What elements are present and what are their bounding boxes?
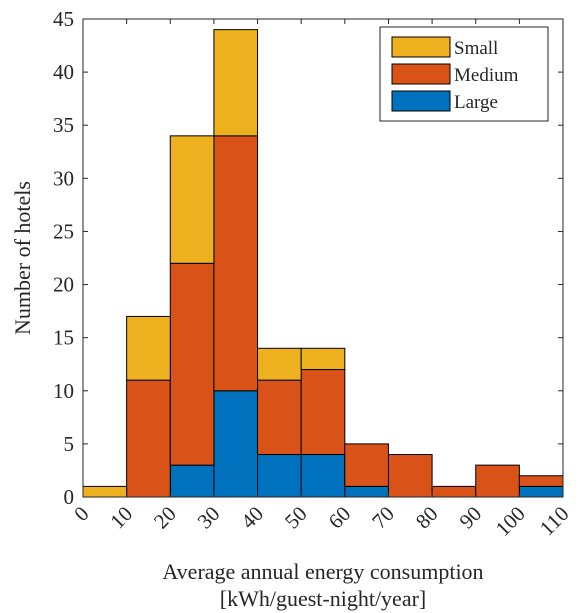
y-tick-label: 5 <box>64 432 75 456</box>
bar-medium-bin-9 <box>475 464 520 498</box>
bar-medium-bin-5 <box>300 369 346 456</box>
y-tick-label: 10 <box>53 379 74 403</box>
legend-swatch-large <box>391 90 451 112</box>
y-tick-label: 35 <box>53 113 74 137</box>
x-tick-label: 10 <box>105 502 137 534</box>
bar-small-bin-3 <box>213 29 259 137</box>
x-tick-label: 40 <box>236 502 268 534</box>
x-tick-label: 20 <box>149 502 181 534</box>
bar-large-bin-3 <box>213 390 259 498</box>
bars-group <box>82 29 564 498</box>
legend: Small Medium Large <box>379 26 549 122</box>
x-tick-label: 110 <box>535 502 574 541</box>
legend-swatch-medium <box>391 63 451 85</box>
y-axis-title: Number of hotels <box>10 181 35 335</box>
bar-small-bin-2 <box>169 135 215 264</box>
bar-small-bin-4 <box>257 347 302 381</box>
bar-medium-bin-7 <box>387 454 433 498</box>
x-axis-title-line2: [kWh/guest-night/year] <box>220 586 427 611</box>
bar-small-bin-5 <box>300 347 346 371</box>
bar-medium-bin-1 <box>126 379 171 498</box>
bar-medium-bin-4 <box>257 379 302 456</box>
y-tick-label: 15 <box>53 326 74 350</box>
x-tick-label: 30 <box>193 502 225 534</box>
x-tick-label: 80 <box>411 502 443 534</box>
bar-large-bin-2 <box>169 464 215 498</box>
y-tick-label: 20 <box>53 273 74 297</box>
legend-label-large: Large <box>454 92 498 113</box>
y-tick-label: 0 <box>64 485 75 509</box>
x-tick-label: 90 <box>454 502 486 534</box>
bar-medium-bin-2 <box>169 262 215 466</box>
bar-medium-bin-3 <box>213 135 259 392</box>
x-tick-label: 70 <box>367 502 399 534</box>
bar-medium-bin-6 <box>344 443 389 487</box>
bar-small-bin-1 <box>126 315 171 381</box>
bar-large-bin-10 <box>518 485 564 498</box>
y-tick-label: 45 <box>53 7 74 31</box>
bar-small-bin-0 <box>82 485 128 498</box>
legend-label-medium: Medium <box>454 65 519 86</box>
bar-medium-bin-10 <box>518 475 564 487</box>
x-tick-label: 100 <box>491 502 530 541</box>
y-tick-label: 30 <box>53 166 74 190</box>
legend-swatch-small <box>391 36 451 58</box>
bar-large-bin-5 <box>300 454 346 498</box>
x-tick-label: 60 <box>324 502 356 534</box>
bar-large-bin-4 <box>257 454 302 498</box>
bar-medium-bin-8 <box>431 485 477 498</box>
legend-label-small: Small <box>454 38 498 59</box>
y-tick-label: 40 <box>53 60 74 84</box>
plot-area-frame <box>82 18 564 498</box>
bar-large-bin-6 <box>344 485 389 498</box>
x-axis-title-line1: Average annual energy consumption <box>162 559 483 584</box>
x-tick-label: 50 <box>280 502 312 534</box>
x-tick-label: 0 <box>69 502 93 526</box>
y-tick-label: 25 <box>53 219 74 243</box>
